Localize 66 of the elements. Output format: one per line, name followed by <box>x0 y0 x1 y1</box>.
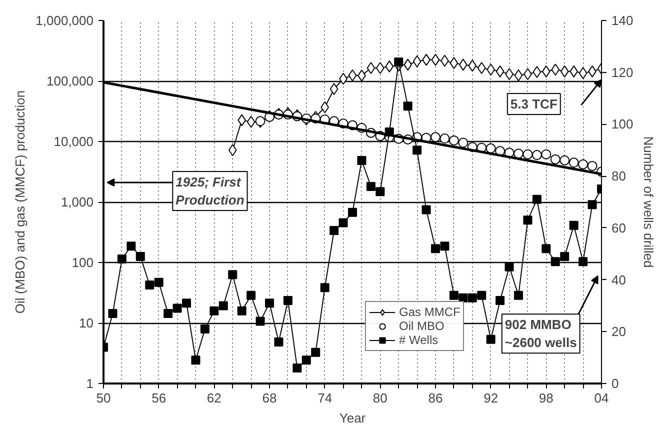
point <box>440 134 450 144</box>
point <box>522 149 533 160</box>
legend-label: # Wells <box>399 333 438 347</box>
y-tick-label: 1 <box>86 376 94 391</box>
point <box>560 65 569 78</box>
y2-tick-label: 40 <box>612 272 626 288</box>
point <box>477 62 486 74</box>
annotation: 5.3 TCF <box>510 96 558 112</box>
point <box>246 116 256 128</box>
y-tick-label: 100 <box>72 255 94 270</box>
x-tick-label: 86 <box>428 390 443 406</box>
x-tick-label: 98 <box>538 390 554 406</box>
point <box>430 132 440 142</box>
y2-tick-label: 60 <box>612 220 626 236</box>
y-axis-title: Oil (MBO) and gas (MMCF) production <box>12 90 28 314</box>
point <box>541 149 552 160</box>
point <box>551 64 560 76</box>
legend-label: Gas MMCF <box>399 305 460 319</box>
point <box>486 143 496 154</box>
y-tick-label: 10,000 <box>54 134 94 149</box>
y-tick-label: 1,000,000 <box>36 13 94 28</box>
point <box>348 69 357 82</box>
point <box>330 82 338 95</box>
y2-tick-label: 20 <box>612 324 626 340</box>
annotation: 1925; First Production <box>176 174 244 208</box>
x-tick-label: 56 <box>152 390 166 406</box>
y2-tick-label: 0 <box>612 376 619 391</box>
point <box>458 138 468 148</box>
annotation: 902 MMBO ~2600 wells <box>504 317 577 350</box>
point <box>376 62 384 74</box>
point <box>550 154 560 164</box>
x-tick-label: 92 <box>484 390 498 406</box>
y-tick-label: 1,000 <box>60 194 94 210</box>
point <box>514 148 524 159</box>
x-tick-label: 68 <box>262 390 277 406</box>
x-tick-label: 62 <box>206 390 222 406</box>
point <box>366 62 376 74</box>
point <box>468 60 477 72</box>
point <box>448 135 459 146</box>
y2-axis-title: Number of wells drilled <box>641 136 656 268</box>
point <box>578 67 588 80</box>
y2-tick-label: 120 <box>612 64 634 80</box>
point <box>412 55 422 68</box>
point <box>568 158 579 168</box>
point <box>450 57 458 70</box>
point <box>532 150 542 160</box>
y2-tick-label: 100 <box>612 116 634 132</box>
legend-label: Oil MBO <box>399 319 444 333</box>
x-axis-title: Year <box>339 410 366 426</box>
point <box>532 66 542 78</box>
point <box>514 69 523 82</box>
x-tick-label: 04 <box>594 390 609 406</box>
point <box>587 160 598 171</box>
y-tick-label: 10 <box>79 316 94 330</box>
y2-tick-label: 80 <box>612 168 626 184</box>
point <box>431 54 440 66</box>
point <box>496 65 504 78</box>
point <box>560 155 570 166</box>
y-tick-label: 100,000 <box>46 74 94 88</box>
x-tick-label: 50 <box>96 390 111 406</box>
y2-tick-label: 140 <box>612 13 634 28</box>
x-tick-label: 74 <box>318 390 332 406</box>
point <box>385 60 394 72</box>
point <box>578 159 588 170</box>
point <box>228 144 237 156</box>
x-tick-label: 80 <box>372 390 388 406</box>
